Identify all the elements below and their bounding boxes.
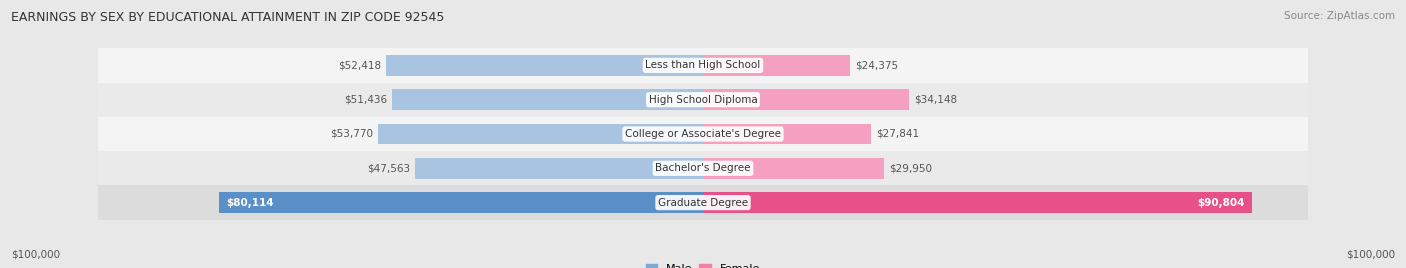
Legend: Male, Female: Male, Female xyxy=(647,264,759,268)
Text: $24,375: $24,375 xyxy=(855,60,898,70)
Text: $47,563: $47,563 xyxy=(367,163,411,173)
Text: $52,418: $52,418 xyxy=(337,60,381,70)
Bar xyxy=(392,90,703,110)
Bar xyxy=(703,124,872,144)
Text: $29,950: $29,950 xyxy=(889,163,932,173)
Bar xyxy=(98,48,1308,83)
Text: EARNINGS BY SEX BY EDUCATIONAL ATTAINMENT IN ZIP CODE 92545: EARNINGS BY SEX BY EDUCATIONAL ATTAINMEN… xyxy=(11,11,444,24)
Text: $80,114: $80,114 xyxy=(226,198,274,208)
Bar xyxy=(703,90,910,110)
Bar xyxy=(387,55,703,76)
Bar xyxy=(703,192,1251,213)
Bar xyxy=(415,158,703,178)
Text: Source: ZipAtlas.com: Source: ZipAtlas.com xyxy=(1284,11,1395,21)
Bar xyxy=(378,124,703,144)
Text: $100,000: $100,000 xyxy=(1346,250,1395,260)
Bar xyxy=(703,55,851,76)
Text: Graduate Degree: Graduate Degree xyxy=(658,198,748,208)
Bar xyxy=(98,185,1308,220)
Text: $100,000: $100,000 xyxy=(11,250,60,260)
Text: High School Diploma: High School Diploma xyxy=(648,95,758,105)
Bar xyxy=(98,117,1308,151)
Text: $34,148: $34,148 xyxy=(914,95,957,105)
Bar xyxy=(98,151,1308,185)
Bar xyxy=(219,192,703,213)
Text: $51,436: $51,436 xyxy=(344,95,387,105)
Text: Bachelor's Degree: Bachelor's Degree xyxy=(655,163,751,173)
Text: $90,804: $90,804 xyxy=(1198,198,1244,208)
Text: College or Associate's Degree: College or Associate's Degree xyxy=(626,129,780,139)
Bar xyxy=(98,83,1308,117)
Text: $53,770: $53,770 xyxy=(330,129,373,139)
Bar xyxy=(703,158,884,178)
Text: $27,841: $27,841 xyxy=(876,129,920,139)
Text: Less than High School: Less than High School xyxy=(645,60,761,70)
